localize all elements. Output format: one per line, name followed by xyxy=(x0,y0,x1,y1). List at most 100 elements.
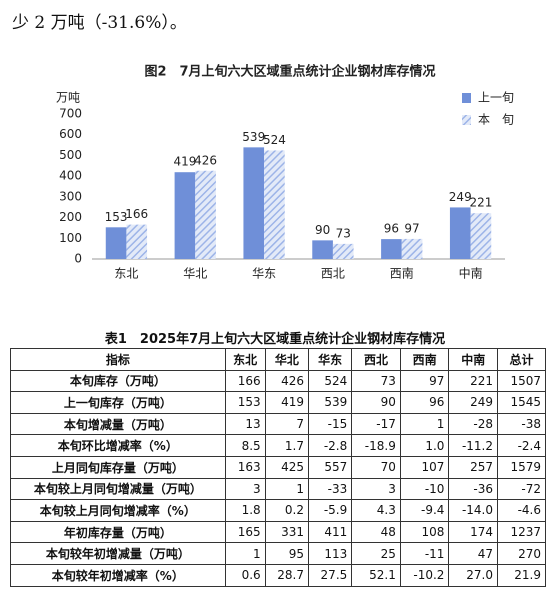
x-tick-label: 中南 xyxy=(459,266,483,281)
table-cell: 1.8 xyxy=(224,499,266,522)
bar xyxy=(243,147,265,259)
bar xyxy=(381,239,402,259)
table-cell: -5.9 xyxy=(307,499,353,522)
x-tick-label: 东北 xyxy=(114,267,138,281)
table-cell: -72 xyxy=(497,477,546,501)
legend-swatch xyxy=(462,93,471,103)
table-cell: 174 xyxy=(448,520,498,544)
table-row: 本旬环比增减率（%） 8.5 1.7 -2.8 -18.9 1.0 -11.2 -2.4 xyxy=(10,434,546,457)
table-row: 上一旬库存（万吨） 153 419 539 90 96 249 1545 xyxy=(10,391,546,414)
table-cell: 1.7 xyxy=(264,434,309,457)
table-cell: -4.6 xyxy=(497,499,546,522)
table-cell: 108 xyxy=(399,520,450,544)
table-cell: -10.2 xyxy=(399,563,450,587)
y-tick-label: 400 xyxy=(59,169,82,183)
y-axis-label: 万吨 xyxy=(56,91,80,105)
table-cell: 113 xyxy=(307,542,353,565)
bar xyxy=(264,150,285,259)
data-label: 73 xyxy=(336,226,351,240)
bar xyxy=(312,240,333,259)
table-cell: -9.4 xyxy=(399,499,450,522)
table-cell: 166 xyxy=(224,369,266,393)
table-cell: 270 xyxy=(497,542,546,565)
table-cell: 426 xyxy=(264,369,309,393)
table-cell: -2.8 xyxy=(307,434,353,457)
table-cell: 221 xyxy=(448,369,498,393)
table-cell: 27.5 xyxy=(307,563,353,587)
table-cell: 25 xyxy=(351,542,401,565)
x-tick-label: 华东 xyxy=(252,267,276,281)
table-cell: 95 xyxy=(264,542,309,565)
row-label: 本旬增减量（万吨） xyxy=(10,412,226,436)
y-tick-label: 300 xyxy=(59,189,82,203)
table-cell: 557 xyxy=(307,455,353,479)
intro-text: 少 2 万吨（-31.6%）。 xyxy=(12,13,187,33)
data-label: 153 xyxy=(105,210,128,224)
table-row: 本旬较年初增减率（%） 0.6 28.7 27.5 52.1 -10.2 27.0 21.9 xyxy=(10,563,546,587)
table-cell: 1 xyxy=(264,477,309,501)
row-label: 年初库存量（万吨） xyxy=(10,520,226,544)
table-cell: 1 xyxy=(224,542,266,565)
y-tick-label: 700 xyxy=(59,107,82,121)
bar xyxy=(126,224,148,259)
row-label: 本旬较年初增减量（万吨） xyxy=(10,542,226,565)
table-cell: 1545 xyxy=(497,391,546,414)
table-cell: -17 xyxy=(351,412,401,436)
table-cell: -36 xyxy=(448,477,498,501)
bar xyxy=(105,227,127,259)
y-tick-label: 0 xyxy=(74,252,82,266)
data-label: 426 xyxy=(194,153,217,167)
data-label: 419 xyxy=(173,155,196,169)
table-cell: 96 xyxy=(399,391,450,414)
table-cell: -10 xyxy=(399,477,450,501)
legend-label: 上一旬 xyxy=(478,91,514,105)
table-cell: 28.7 xyxy=(264,563,309,587)
table-cell: 27.0 xyxy=(448,563,498,587)
chart: 图2 7月上旬六大区域重点统计企业钢材库存情况 万吨 0 100 200 300 400… xyxy=(56,64,514,281)
table-cell: -2.4 xyxy=(497,434,546,457)
x-tick-label: 西南 xyxy=(390,266,414,281)
y-tick-label: 500 xyxy=(59,148,82,162)
table-cell: 1.0 xyxy=(399,434,450,457)
table-cell: 47 xyxy=(448,542,498,565)
table-cell: 539 xyxy=(307,391,353,414)
table-cell: 1 xyxy=(399,412,450,436)
table-cell: 21.9 xyxy=(497,563,546,587)
data-label: 524 xyxy=(263,133,286,147)
data-table: 指标 东北 华北 华东 西北 西南 中南 总计 本旬库存（万吨） 166 426 524 73 97 221… xyxy=(10,348,546,587)
column-header: 指标 xyxy=(10,348,226,371)
column-header: 总计 xyxy=(497,348,546,371)
column-header: 华北 xyxy=(264,348,309,371)
data-label: 97 xyxy=(404,221,419,235)
table-cell: 90 xyxy=(351,391,401,414)
table-cell: 524 xyxy=(307,369,353,393)
table-cell: 70 xyxy=(351,455,401,479)
table-cell: 107 xyxy=(399,455,450,479)
data-label: 221 xyxy=(469,196,492,210)
legend-label: 本 旬 xyxy=(478,113,514,127)
column-header: 中南 xyxy=(448,348,498,371)
row-label: 本旬环比增减率（%） xyxy=(10,434,226,457)
bar xyxy=(401,238,423,259)
table-cell: -38 xyxy=(497,412,546,436)
row-label: 本旬较上月同旬增减率（%） xyxy=(10,499,226,522)
table-cell: 249 xyxy=(448,391,498,414)
data-label: 539 xyxy=(242,130,265,144)
y-tick-label: 200 xyxy=(59,210,82,224)
column-header: 西北 xyxy=(351,348,401,371)
table-cell: 4.3 xyxy=(351,499,401,522)
table-cell: 0.6 xyxy=(224,563,266,587)
table-cell: 48 xyxy=(351,520,401,544)
table-cell: 1507 xyxy=(497,369,546,393)
table-row: 上月同旬库存量（万吨） 163 425 557 70 107 257 1579 xyxy=(10,455,546,479)
table-row: 本旬库存（万吨） 166 426 524 73 97 221 1507 xyxy=(10,369,546,393)
table-cell: 153 xyxy=(224,391,266,414)
legend-swatch xyxy=(462,115,471,125)
table-cell: -14.0 xyxy=(448,499,498,522)
table-title: 表1 2025年7月上旬六大区域重点统计企业钢材库存情况 xyxy=(104,332,446,347)
data-label: 249 xyxy=(449,190,472,204)
y-tick-label: 600 xyxy=(59,127,82,141)
table-cell: 257 xyxy=(448,455,498,479)
table-cell: 3 xyxy=(351,477,401,501)
